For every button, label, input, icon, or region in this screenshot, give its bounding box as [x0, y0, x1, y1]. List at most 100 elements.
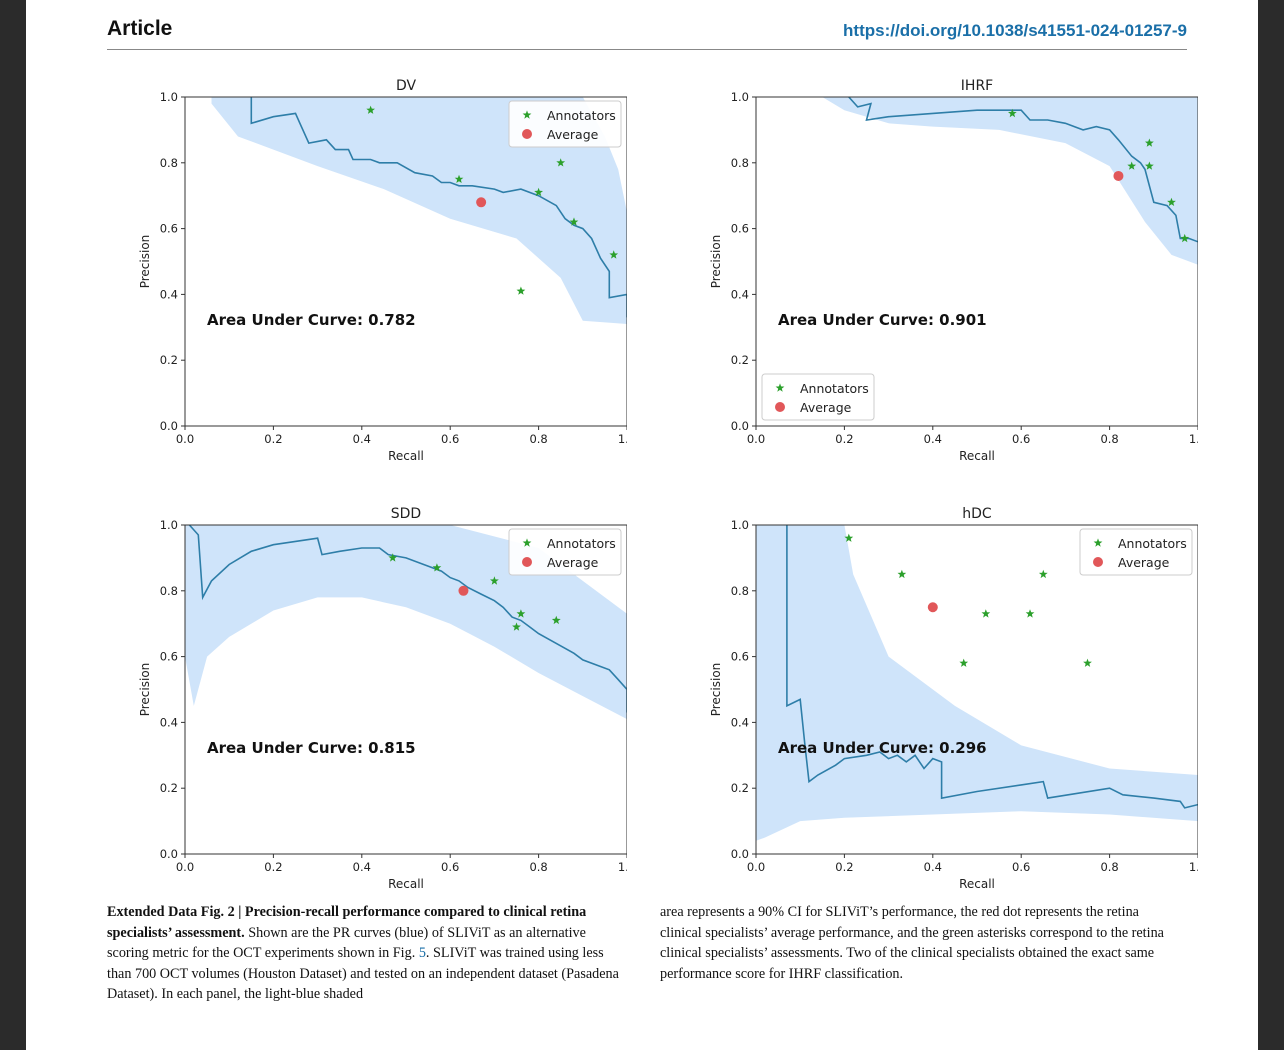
legend-annotator-marker: [522, 538, 532, 547]
header-divider: [107, 49, 1187, 50]
y-tick-label: 0.4: [731, 715, 749, 729]
x-tick-label: 0.2: [835, 860, 853, 874]
average-point: [1113, 170, 1124, 181]
annotator-point: [609, 250, 619, 259]
x-axis-label: Recall: [388, 449, 424, 463]
x-tick-label: 0.6: [1012, 860, 1030, 874]
legend-average-label: Average: [1118, 555, 1170, 570]
legend-box: [508, 100, 622, 148]
plot-area: [756, 525, 1198, 841]
y-tick-label: 0.4: [160, 287, 178, 301]
chart-title: DV: [396, 78, 417, 94]
x-tick-label: 0.0: [747, 432, 765, 446]
x-tick-label: 1.0: [1189, 432, 1198, 446]
chart-title: IHRF: [961, 78, 993, 94]
y-axis-label: Precision: [709, 235, 723, 289]
x-axis-label: Recall: [959, 877, 995, 891]
y-tick-label: 0.2: [731, 781, 749, 795]
y-tick-label: 0.8: [731, 156, 749, 170]
y-tick-label: 1.0: [160, 90, 178, 104]
caption-text-continued: . SLIViT was trained using less than 700…: [107, 945, 619, 1002]
x-tick-label: 0.4: [924, 860, 942, 874]
legend-average-label: Average: [547, 555, 599, 570]
axes-frame: [184, 96, 627, 427]
auc-annotation: Area Under Curve: 0.782: [207, 311, 416, 329]
x-tick-label: 0.6: [441, 860, 459, 874]
annotator-point: [1167, 197, 1176, 206]
annotator-point: [959, 658, 969, 667]
legend-box: [761, 373, 875, 421]
legend: Annotators Average: [508, 100, 622, 148]
pr-curve: [250, 97, 627, 318]
figure-reference-link[interactable]: 5: [418, 945, 426, 961]
axes-frame: [755, 524, 1198, 855]
legend-average-label: Average: [547, 127, 599, 142]
annotator-point: [1127, 161, 1137, 170]
x-tick-label: 0.8: [1100, 860, 1118, 874]
y-tick-label: 1.0: [160, 518, 178, 532]
legend-annotators-label: Annotators: [547, 536, 616, 551]
section-label: Article: [107, 17, 173, 40]
x-tick-label: 0.4: [353, 860, 371, 874]
y-tick-label: 0.6: [160, 222, 178, 236]
legend-annotators-label: Annotators: [1118, 536, 1187, 551]
chart-title: hDC: [962, 506, 992, 522]
y-tick-label: 0.4: [731, 287, 749, 301]
x-tick-label: 0.2: [835, 432, 853, 446]
x-tick-label: 0.0: [747, 860, 765, 874]
legend-annotator-marker: [522, 110, 532, 119]
annotator-point: [1145, 138, 1154, 147]
x-tick-label: 0.6: [1012, 432, 1030, 446]
annotator-point: [556, 158, 566, 167]
caption-heading: Extended Data Fig. 2 | Precision-recall …: [107, 904, 587, 941]
y-tick-label: 0.0: [731, 847, 749, 861]
x-tick-label: 0.8: [529, 432, 547, 446]
annotator-point: [534, 187, 543, 197]
legend: Annotators Average: [1079, 528, 1193, 576]
x-tick-label: 0.0: [176, 432, 194, 446]
doi-link[interactable]: https://doi.org/10.1038/s41551-024-01257…: [843, 21, 1187, 40]
legend-annotator-marker: [1093, 538, 1103, 547]
y-axis-label: Precision: [138, 235, 152, 289]
paper-page: Article https://doi.org/10.1038/s41551-0…: [26, 0, 1258, 1050]
y-tick-label: 0.0: [160, 419, 178, 433]
legend: Annotators Average: [508, 528, 622, 576]
legend-average-marker: [522, 557, 532, 567]
annotator-point: [981, 609, 991, 618]
confidence-band: [211, 97, 627, 324]
annotator-point: [366, 105, 375, 114]
x-tick-label: 0.6: [441, 432, 459, 446]
annotator-point: [1038, 569, 1048, 579]
y-tick-label: 0.6: [160, 650, 178, 664]
caption-left-column: Extended Data Fig. 2 | Precision-recall …: [107, 902, 619, 1005]
legend-box: [1079, 528, 1193, 576]
legend: Annotators Average: [761, 373, 875, 421]
legend-average-label: Average: [800, 400, 852, 415]
pr-curve: [188, 525, 627, 713]
confidence-band: [756, 525, 1198, 841]
annotator-point: [432, 563, 442, 572]
x-tick-label: 0.2: [264, 860, 282, 874]
annotator-point: [1025, 609, 1035, 618]
annotator-point: [1145, 161, 1154, 170]
x-tick-label: 1.0: [618, 860, 627, 874]
legend-average-marker: [522, 129, 532, 139]
y-tick-label: 0.6: [731, 222, 749, 236]
chart-sdd: 0.00.0 0.2 0.2 0.4 0.4 0.6 0.6 0.8 0.8 1.0 1.0 SDD R…: [138, 506, 627, 891]
axes-frame: [184, 524, 627, 855]
y-tick-label: 0.8: [731, 584, 749, 598]
average-point: [476, 197, 487, 208]
plot-area: [211, 97, 627, 324]
x-tick-label: 1.0: [618, 432, 627, 446]
annotator-point: [388, 553, 398, 562]
y-tick-label: 1.0: [731, 518, 749, 532]
x-tick-label: 0.4: [353, 432, 371, 446]
x-tick-label: 0.8: [1100, 432, 1118, 446]
x-axis-label: Recall: [388, 877, 424, 891]
legend-annotator-marker: [775, 383, 785, 392]
y-tick-label: 0.2: [731, 353, 749, 367]
annotator-point: [551, 615, 561, 625]
confidence-band: [822, 97, 1198, 265]
auc-annotation: Area Under Curve: 0.901: [778, 311, 987, 329]
y-tick-label: 0.8: [160, 156, 178, 170]
